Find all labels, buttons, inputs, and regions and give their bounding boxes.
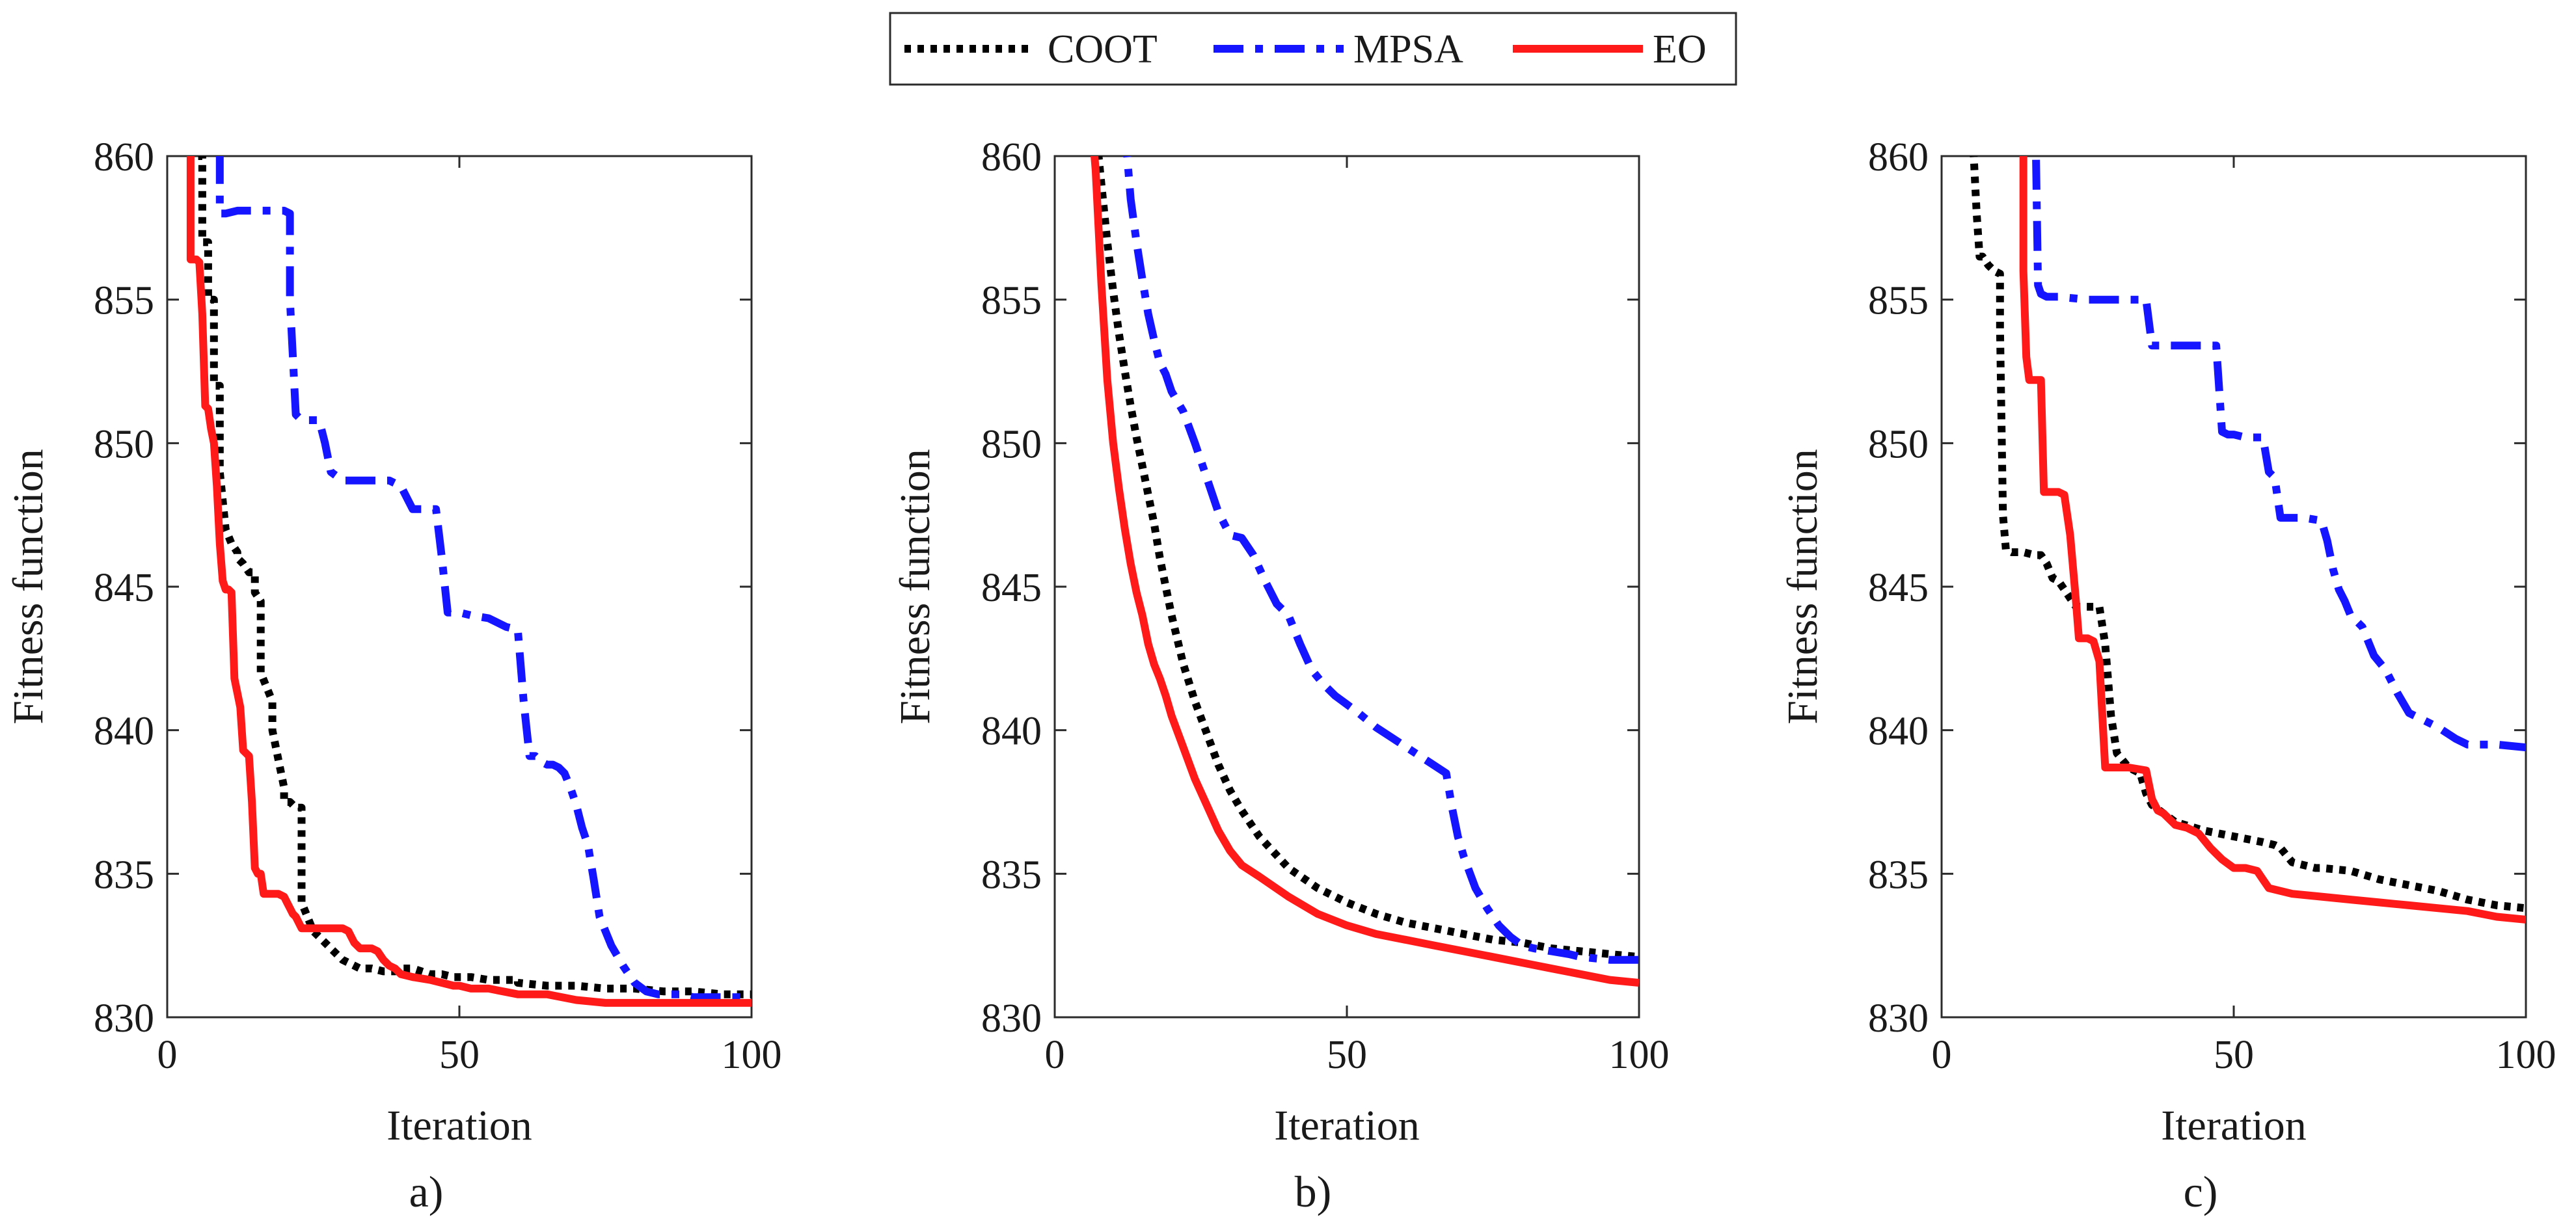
- chart-a: 0 50 100 830 835 840 845 850 855 860 Iteration Fi…: [5, 135, 782, 1216]
- legend-label-eo: EO: [1653, 27, 1707, 72]
- y-tick-label-a-850: 850: [94, 422, 154, 466]
- y-tick-label-b-855: 855: [981, 279, 1042, 323]
- y-tick-label-a-830: 830: [94, 996, 154, 1041]
- series-line-c-eo: [2019, 156, 2526, 924]
- legend-label-coot: COOT: [1048, 27, 1158, 72]
- legend: COOT MPSA EO: [889, 12, 1737, 86]
- y-tick-label-c-830: 830: [1868, 996, 1929, 1041]
- x-tick-label-b-0: 0: [1045, 1033, 1065, 1077]
- legend-label-mpsa: MPSA: [1353, 27, 1463, 72]
- x-tick-label-b-100: 100: [1609, 1033, 1670, 1077]
- x-tick-label-c-0: 0: [1932, 1033, 1952, 1077]
- y-axis-title-c: Fitness function: [1779, 449, 1826, 725]
- x-tick-label-a-100: 100: [722, 1033, 782, 1077]
- y-tick-label-a-860: 860: [94, 135, 154, 180]
- ticks-b: 0 50 100 830 835 840 845 850 855 860: [981, 135, 1670, 1077]
- y-tick-label-a-835: 835: [94, 853, 154, 897]
- y-tick-label-a-845: 845: [94, 566, 154, 610]
- series-line-c-mpsa: [2032, 156, 2526, 752]
- y-tick-label-c-840: 840: [1868, 710, 1929, 754]
- y-tick-label-c-835: 835: [1868, 853, 1929, 897]
- panel-label-c: c): [2184, 1167, 2218, 1216]
- panel-label-b: b): [1295, 1167, 1332, 1216]
- y-tick-label-a-855: 855: [94, 279, 154, 323]
- x-axis-title-a: Iteration: [386, 1102, 532, 1149]
- x-tick-label-a-0: 0: [157, 1033, 178, 1077]
- y-tick-label-b-860: 860: [981, 135, 1042, 180]
- legend-entry-coot: COOT: [904, 27, 1158, 72]
- y-tick-label-c-850: 850: [1868, 422, 1929, 466]
- series-c: [1970, 156, 2526, 924]
- x-tick-label-c-100: 100: [2496, 1033, 2556, 1077]
- series-line-b-coot: [1094, 156, 1639, 961]
- y-tick-label-b-830: 830: [981, 996, 1042, 1041]
- series-line-b-eo: [1091, 156, 1639, 987]
- y-tick-label-b-840: 840: [981, 710, 1042, 754]
- chart-b: 0 50 100 830 835 840 845 850 855 860 Iteration Fi…: [891, 135, 1670, 1216]
- x-tick-label-c-50: 50: [2214, 1033, 2254, 1077]
- x-tick-label-b-50: 50: [1327, 1033, 1367, 1077]
- y-tick-label-c-860: 860: [1868, 135, 1929, 180]
- ticks-c: 0 50 100 830 835 840 845 850 855 860: [1868, 135, 2556, 1077]
- y-axis-title-a: Fitness function: [5, 449, 52, 725]
- series-line-a-eo: [186, 156, 752, 1007]
- ticks-a: 0 50 100 830 835 840 845 850 855 860: [94, 135, 782, 1077]
- series-line-b-mpsa: [1123, 156, 1639, 964]
- y-tick-label-c-845: 845: [1868, 566, 1929, 610]
- x-axis-title-c: Iteration: [2161, 1102, 2307, 1149]
- series-b: [1091, 156, 1639, 987]
- y-tick-label-c-855: 855: [1868, 279, 1929, 323]
- series-line-a-mpsa: [210, 156, 752, 1002]
- legend-entry-mpsa: MPSA: [1213, 27, 1463, 72]
- y-tick-label-b-835: 835: [981, 853, 1042, 897]
- x-tick-label-a-50: 50: [439, 1033, 480, 1077]
- legend-entry-eo: EO: [1513, 27, 1707, 72]
- y-axis-title-b: Fitness function: [891, 449, 939, 725]
- x-axis-title-b: Iteration: [1274, 1102, 1420, 1149]
- y-tick-label-a-840: 840: [94, 710, 154, 754]
- series-a: [186, 156, 752, 1007]
- series-line-c-coot: [1970, 156, 2526, 913]
- y-tick-label-b-850: 850: [981, 422, 1042, 466]
- panel-label-a: a): [409, 1167, 444, 1216]
- chart-c: 0 50 100 830 835 840 845 850 855 860 Iteration Fi…: [1779, 135, 2556, 1216]
- y-tick-label-b-845: 845: [981, 566, 1042, 610]
